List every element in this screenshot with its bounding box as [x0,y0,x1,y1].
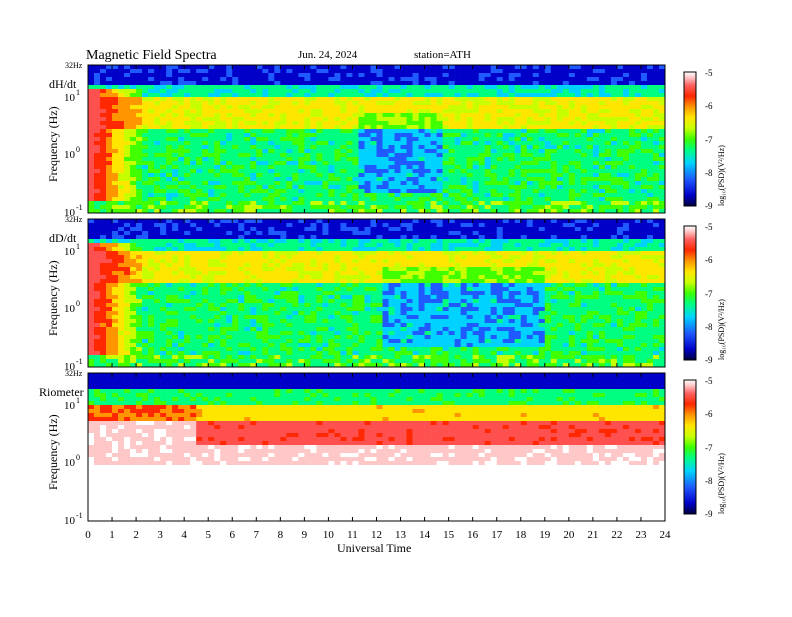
colorbar-tick: -5 [705,68,713,78]
colorbar-tick: -9 [705,201,713,211]
svg-text:10: 10 [64,92,76,104]
x-tick-label: 14 [419,529,431,541]
y-tick-32hz: 32Hz [65,215,83,224]
colorbar-tick: -9 [705,355,713,365]
x-tick-label: 5 [205,529,211,541]
x-tick-label: 2 [133,529,139,541]
x-tick-label: 17 [491,529,503,541]
colorbar-scale [684,380,696,514]
colorbar-label: log₁₀(PSD)(V²/Hz) [717,453,726,514]
x-tick-label: 4 [181,529,187,541]
colorbar: -5 -6 -7 -8 -9 log₁₀(PSD)(V²/Hz) [684,68,726,211]
x-tick-label: 13 [395,529,407,541]
x-tick-label: 12 [371,529,382,541]
colorbar-label: log₁₀(PSD)(V²/Hz) [717,145,726,206]
colorbar-tick: -9 [705,509,713,519]
x-tick-label: 24 [660,529,672,541]
date-label: Jun. 24, 2024 [298,49,358,61]
panel-label: dD/dt [49,231,77,245]
x-tick-label: 9 [302,529,308,541]
x-tick-label: 16 [467,529,479,541]
x-tick-label: 0 [85,529,91,541]
colorbar-tick: -5 [705,222,713,232]
x-axis-label: Universal Time [337,541,411,555]
x-tick-label: 19 [539,529,551,541]
colorbar: -5 -6 -7 -8 -9 log₁₀(PSD)(V²/Hz) [684,222,726,365]
colorbar-label: log₁₀(PSD)(V²/Hz) [717,299,726,360]
colorbar-tick: -8 [705,476,713,486]
x-tick-label: 3 [157,529,163,541]
x-tick-label: 1 [109,529,115,541]
station-label: station=ATH [414,49,471,61]
x-tick-label: 6 [230,529,236,541]
colorbar-tick: -6 [705,409,713,419]
colorbar-tick: -7 [705,289,713,299]
y-axis-label: Frequency (Hz) [46,260,60,336]
svg-text:1: 1 [76,88,80,97]
x-tick-label: 8 [278,529,284,541]
x-tick-label: 23 [635,529,647,541]
x-tick-label: 10 [323,529,335,541]
colorbar-tick: -7 [705,135,713,145]
heatmap-dh [88,65,665,213]
svg-text:-1: -1 [76,203,83,212]
colorbar-scale [684,226,696,360]
x-tick-label: 21 [587,529,598,541]
y-tick-32hz: 32Hz [65,61,83,70]
x-tick-label: 20 [563,529,575,541]
x-tick-label: 18 [515,529,527,541]
figure-title: Magnetic Field Spectra [86,48,217,63]
colorbar: -5 -6 -7 -8 -9 log₁₀(PSD)(V²/Hz) [684,376,726,519]
colorbar-tick: -6 [705,255,713,265]
x-tick-label: 15 [443,529,455,541]
x-tick-label: 11 [347,529,358,541]
x-tick-label: 7 [254,529,260,541]
svg-text:10: 10 [64,149,76,161]
y-axis-label: Frequency (Hz) [46,106,60,182]
heatmap-dd [88,219,665,367]
y-axis-label: Frequency (Hz) [46,414,60,490]
y-tick-32hz: 32Hz [65,369,83,378]
colorbar-scale [684,72,696,206]
x-tick-label: 22 [611,529,622,541]
y-tick-10-minus1: 10-1 [64,511,83,527]
colorbar-tick: -6 [705,101,713,111]
colorbar-tick: -5 [705,376,713,386]
colorbar-tick: -7 [705,443,713,453]
panel-label: dH/dt [49,77,77,91]
heatmap-riometer [88,373,665,521]
svg-text:0: 0 [76,145,80,154]
colorbar-tick: -8 [705,168,713,178]
colorbar-tick: -8 [705,322,713,332]
